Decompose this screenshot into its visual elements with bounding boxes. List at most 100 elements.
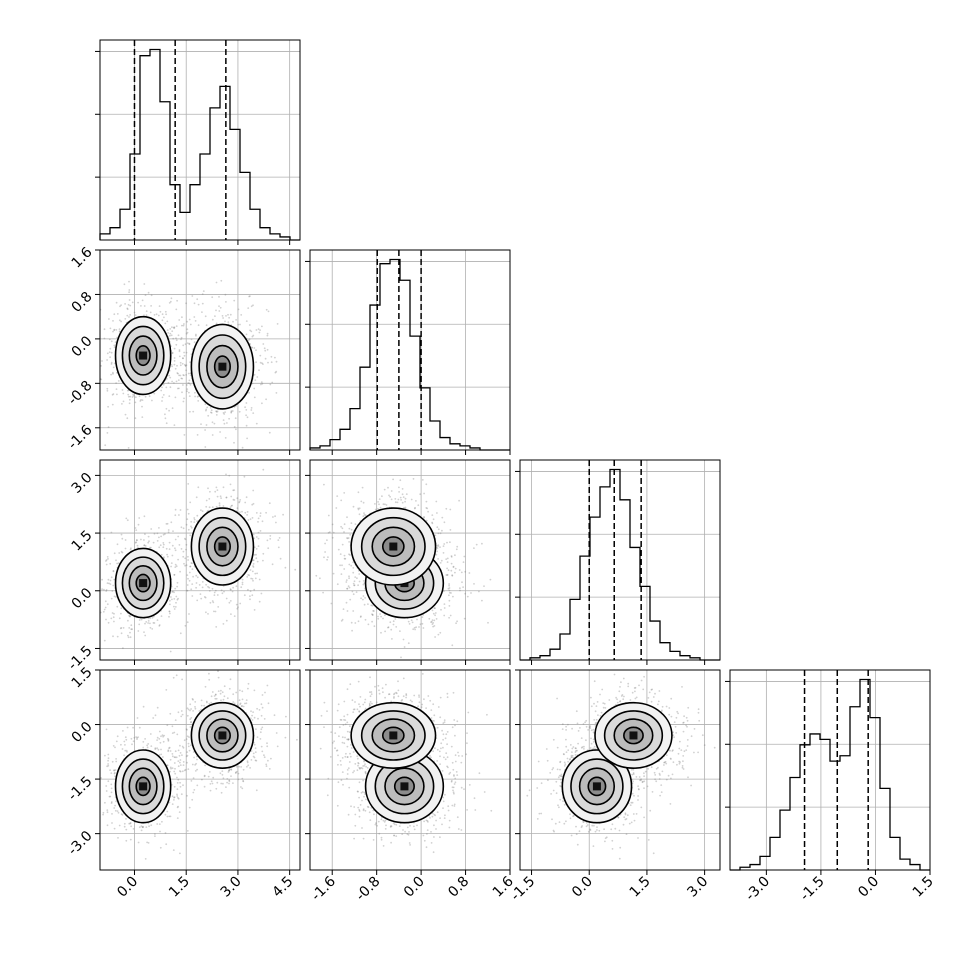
contour-1-1 xyxy=(360,710,426,761)
y-tick-label: 0.8 xyxy=(69,289,96,316)
contour-1-3 xyxy=(213,726,231,745)
y-tick-label: -1.6 xyxy=(65,422,96,453)
mode-peak xyxy=(218,731,227,740)
x-tick-label: 1.5 xyxy=(910,874,937,901)
panel-frame xyxy=(309,459,511,661)
mode-peak xyxy=(629,731,638,740)
x-tick-label: -1.6 xyxy=(308,873,339,904)
y-tick-label: -1.5 xyxy=(65,773,96,804)
panel-frame xyxy=(729,669,931,871)
panel-2-2 xyxy=(515,459,721,665)
contour-1-3 xyxy=(213,355,231,379)
y-tick-label: 3.0 xyxy=(69,470,96,497)
contour-1-0 xyxy=(190,507,255,586)
mode-peak xyxy=(139,579,148,588)
y-tick-label: 1.5 xyxy=(69,527,96,554)
contour-1-1 xyxy=(198,710,247,761)
x-tick-label: -1.5 xyxy=(508,874,539,905)
contour-0-0 xyxy=(114,547,172,619)
contour-0-3 xyxy=(135,776,151,797)
contour-0-1 xyxy=(121,556,165,610)
contour-0-2 xyxy=(128,335,158,376)
y-tick-label: 0.0 xyxy=(69,719,96,746)
x-tick-label: 3.0 xyxy=(218,874,245,901)
panel-frame xyxy=(99,459,301,661)
contour-1-2 xyxy=(371,718,416,753)
y-tick-label: -3.0 xyxy=(65,828,96,859)
contour-0-3 xyxy=(135,345,151,367)
panel-frame xyxy=(99,669,301,871)
histogram-1 xyxy=(309,258,510,451)
mode-peak xyxy=(218,542,227,551)
x-tick-label: 4.5 xyxy=(269,874,296,901)
histogram-2 xyxy=(520,468,720,661)
contour-0-1 xyxy=(570,758,624,815)
x-tick-label: 0.0 xyxy=(855,874,882,901)
histogram-3 xyxy=(730,678,930,871)
contour-1-2 xyxy=(613,718,654,753)
contour-1-0 xyxy=(594,701,673,769)
mode-peak xyxy=(389,542,398,551)
y-tick-label: 0.0 xyxy=(69,585,96,612)
y-tick-label: -0.8 xyxy=(65,378,96,409)
contour-0-1 xyxy=(121,758,165,815)
contour-1-0 xyxy=(350,701,437,769)
contour-0-3 xyxy=(135,573,151,593)
x-tick-label: 1.5 xyxy=(166,874,193,901)
x-tick-label: -1.5 xyxy=(797,874,828,905)
contour-0-3 xyxy=(587,776,607,797)
contour-1-0 xyxy=(350,507,437,586)
contour-1-3 xyxy=(623,726,644,745)
contour-0-3 xyxy=(393,776,415,797)
panel-0-0 xyxy=(95,39,301,245)
x-tick-label: 3.0 xyxy=(684,874,711,901)
contour-0-2 xyxy=(128,767,158,806)
panel-frame xyxy=(99,39,301,241)
x-tick-label: 0.8 xyxy=(445,874,472,901)
panel-1-1 xyxy=(305,249,511,455)
x-tick-label: 0.0 xyxy=(401,874,428,901)
panel-3-2: -1.5 0.0 1.5 3.0 xyxy=(508,669,721,905)
contour-1-1 xyxy=(603,710,664,761)
mode-peak xyxy=(592,782,601,791)
x-tick-label: 0.0 xyxy=(114,874,141,901)
contour-1-1 xyxy=(198,334,247,400)
mode-peak xyxy=(389,731,398,740)
contour-0-1 xyxy=(121,325,165,386)
panel-frame xyxy=(519,459,721,661)
histogram-0 xyxy=(99,48,300,241)
x-tick-label: 0.0 xyxy=(569,874,596,901)
mode-peak xyxy=(139,351,148,360)
x-tick-label: 1.5 xyxy=(627,874,654,901)
contour-1-0 xyxy=(190,323,255,410)
y-tick-label: 1.6 xyxy=(69,244,96,271)
panel-frame xyxy=(309,669,511,871)
mode-peak xyxy=(400,782,409,791)
mode-peak xyxy=(218,362,227,371)
contour-0-0 xyxy=(114,315,172,396)
contour-1-2 xyxy=(206,344,239,389)
contour-1-3 xyxy=(213,536,231,557)
panel-frame xyxy=(309,249,511,451)
contour-0-0 xyxy=(114,749,172,824)
contour-0-2 xyxy=(578,767,616,806)
panel-3-1: -1.6 -0.8 0.0 0.8 1.6 xyxy=(305,669,517,905)
contour-1-1 xyxy=(198,516,247,577)
panel-2-0: -1.50.01.53.0 xyxy=(65,459,301,673)
contour-1-3 xyxy=(381,536,405,557)
contour-1-2 xyxy=(371,526,416,567)
panel-3-0: 0.0 1.5 3.0 4.5-3.0-1.50.01.5 xyxy=(65,664,301,901)
x-tick-label: -0.8 xyxy=(353,874,384,905)
x-tick-label: -3.0 xyxy=(743,874,774,905)
panel-1-0: -1.6 -0.8 0.0 0.8 1.6 xyxy=(65,244,301,455)
y-tick-label: 0.0 xyxy=(69,333,96,360)
scatter-points xyxy=(100,670,298,860)
contour-1-0 xyxy=(190,701,255,769)
contour-0-2 xyxy=(384,767,425,806)
contour-0-2 xyxy=(128,564,158,602)
contour-1-2 xyxy=(206,718,239,753)
panel-frame xyxy=(519,669,721,871)
contour-0-0 xyxy=(561,749,633,824)
contour-1-2 xyxy=(206,526,239,567)
